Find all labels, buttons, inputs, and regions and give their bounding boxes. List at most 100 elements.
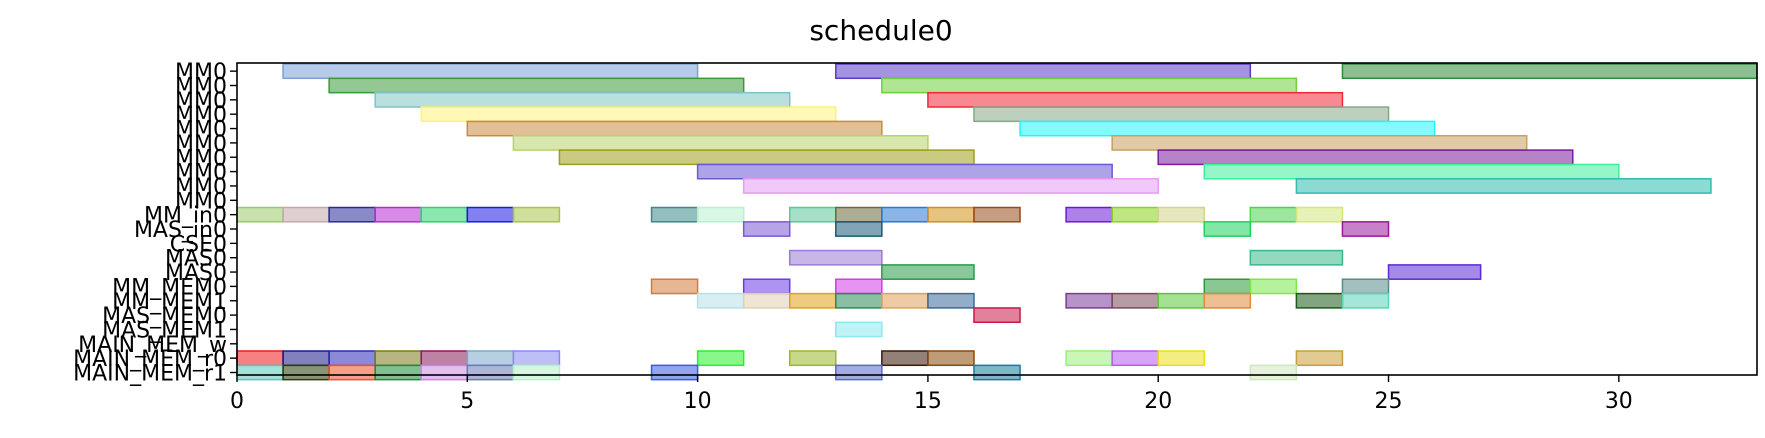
task-bar — [1157, 149, 1574, 166]
y-axis: MM0MM0MM0MM0MM0MM0MM0MM0MM0MM0MM_in0MAS_… — [73, 60, 237, 387]
task-bar — [835, 221, 883, 237]
task-bar — [1341, 292, 1390, 309]
task-bar — [1341, 221, 1390, 237]
y-tick-label: MAIN_MEM_r0 — [73, 347, 227, 372]
task-bar — [1157, 206, 1206, 223]
y-tick-label: MM0 — [175, 118, 227, 143]
task-bar — [236, 206, 284, 223]
y-tick-label: MAS0 — [165, 261, 227, 286]
task-bar — [1111, 292, 1159, 309]
y-tick-label: MM0 — [175, 189, 227, 214]
task-bar — [1157, 292, 1206, 309]
y-tick-label: MM0 — [175, 75, 227, 100]
task-bar — [420, 106, 837, 123]
task-bar — [927, 350, 975, 367]
task-bar — [742, 178, 1159, 194]
task-bar — [1295, 178, 1712, 194]
task-bar — [788, 292, 837, 309]
task-bar — [742, 221, 791, 237]
task-bar — [1111, 206, 1159, 223]
task-bar — [1157, 350, 1206, 367]
task-bar — [420, 206, 469, 223]
task-bar — [558, 149, 975, 166]
task-bar — [881, 292, 929, 309]
task-bar — [1203, 163, 1620, 180]
task-bar — [1341, 63, 1758, 80]
task-bar — [835, 206, 883, 223]
y-tick-label: MM_in0 — [144, 204, 227, 229]
task-bar — [1295, 292, 1344, 309]
task-bar — [788, 249, 883, 266]
task-bar — [973, 106, 1390, 123]
x-tick-label: 15 — [914, 389, 942, 414]
task-bar — [420, 364, 469, 381]
task-bar — [973, 206, 1021, 223]
task-bar — [1249, 364, 1298, 381]
task-bar — [788, 350, 837, 367]
task-bar — [374, 91, 791, 108]
x-tick-label: 20 — [1144, 389, 1172, 414]
task-bar — [282, 63, 699, 80]
task-bar — [1249, 206, 1298, 223]
y-tick-label: MM0 — [175, 132, 227, 157]
task-bar — [1341, 278, 1390, 295]
x-tick-label: 5 — [460, 389, 474, 414]
y-tick-label: MM0 — [175, 60, 227, 85]
task-bar — [1065, 206, 1113, 223]
task-bar — [696, 206, 745, 223]
y-tick-label: CSE0 — [170, 232, 227, 257]
task-bar — [835, 63, 1252, 80]
task-bar — [466, 206, 515, 223]
y-tick-label: MAS_MEM0 — [102, 304, 227, 329]
task-bar — [512, 206, 561, 223]
task-bar — [282, 350, 330, 367]
task-bar — [696, 292, 745, 309]
task-bar — [328, 350, 376, 367]
y-tick-label: MM0 — [175, 146, 227, 171]
task-bar — [1249, 278, 1298, 295]
task-bar — [650, 278, 699, 295]
y-tick-label: MM0 — [175, 89, 227, 114]
task-bar — [1065, 292, 1113, 309]
task-bar — [420, 350, 469, 367]
y-tick-label: MAS_MEM1 — [102, 318, 227, 343]
y-tick-label: MAIN_MEM_w — [78, 333, 227, 358]
task-bar — [881, 77, 1298, 94]
task-bar — [1295, 206, 1344, 223]
task-bar — [374, 206, 422, 223]
bars-layer — [236, 63, 1758, 381]
task-bar — [1203, 292, 1252, 309]
task-bar — [1203, 221, 1252, 237]
y-tick-label: MM0 — [175, 175, 227, 200]
task-bar — [1111, 350, 1159, 367]
task-bar — [1065, 350, 1113, 367]
task-bar — [512, 364, 561, 381]
y-tick-label: MM0 — [175, 161, 227, 186]
y-tick-label: MM_MEM0 — [112, 275, 227, 300]
task-bar — [466, 364, 515, 381]
task-bar — [835, 321, 883, 338]
x-axis: 0 5 10 15 20 25 30 — [230, 375, 1633, 414]
task-bar — [1295, 350, 1344, 367]
y-tick-label: MM0 — [175, 103, 227, 128]
task-bar — [1387, 264, 1482, 280]
task-bar — [282, 364, 330, 381]
task-bar — [236, 364, 284, 381]
task-bar — [1203, 278, 1252, 295]
task-bar — [236, 350, 284, 367]
y-tick-label: MAIN_MEM_r1 — [73, 362, 227, 387]
x-tick-label: 25 — [1375, 389, 1403, 414]
task-bar — [466, 120, 883, 137]
x-tick-label: 10 — [684, 389, 712, 414]
task-bar — [788, 206, 837, 223]
task-bar — [835, 364, 883, 381]
y-tick-label: MAS0 — [165, 247, 227, 272]
task-bar — [650, 206, 699, 223]
task-bar — [973, 364, 1021, 381]
task-bar — [374, 364, 422, 381]
chart-title: schedule0 — [809, 14, 952, 47]
task-bar — [696, 163, 1113, 180]
task-bar — [927, 91, 1344, 108]
task-bar — [328, 364, 376, 381]
task-bar — [1019, 120, 1436, 137]
